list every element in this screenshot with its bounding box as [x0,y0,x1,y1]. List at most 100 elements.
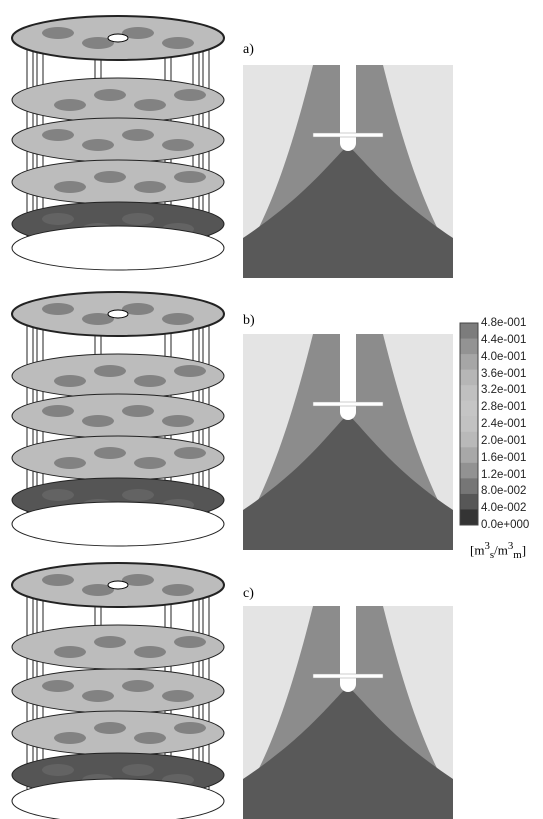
contour-blob [174,722,206,734]
colorbar-band [460,478,478,494]
impeller [313,674,383,678]
contour-blob [54,457,86,469]
hub [108,34,128,42]
contour-blob [162,415,194,427]
unit-part: m [513,549,521,561]
colorbar-band [460,385,478,401]
colorbar-label: 8.0e-002 [481,485,526,497]
colorbar-label: 1.2e-001 [481,469,526,481]
colorbar-label: 2.4e-001 [481,418,526,430]
contour-blob [174,447,206,459]
colorbar-band [460,509,478,525]
contour-blob [134,732,166,744]
contour-blob [82,415,114,427]
contour-blob [94,447,126,459]
hub [340,404,356,420]
contour-blob [162,313,194,325]
contour-blob [94,365,126,377]
contour-blob [42,764,74,776]
drawing [0,0,543,819]
colorbar-label: 4.8e-001 [481,317,526,329]
contour-blob [82,690,114,702]
contour-blob [134,99,166,111]
disk [12,394,224,438]
contour-blob [42,129,74,141]
figure: a) b) c) 4.8e-001 4.4e-001 4.0e-001 3.6e-00… [0,0,543,819]
contour-blob [94,171,126,183]
disk [12,118,224,162]
unit-part: /m [494,542,508,557]
shaft [340,606,356,684]
disk [12,669,224,713]
panel-label: a) [243,42,254,58]
colorbar-band [460,339,478,355]
contour-blob [54,375,86,387]
impeller [313,402,383,406]
shaft [340,334,356,412]
colorbar-label: 1.6e-001 [481,452,526,464]
panel-label: b) [243,313,255,329]
contour-blob [94,89,126,101]
colorbar-band [460,447,478,463]
unit-part: ] [522,542,526,557]
contour-blob [162,690,194,702]
contour-blob [122,129,154,141]
colorbar-label: 2.0e-001 [481,435,526,447]
colorbar-band [460,370,478,386]
contour-blob [174,171,206,183]
contour-blob [42,303,74,315]
contour-blob [42,680,74,692]
contour-blob [134,646,166,658]
contour-blob [162,37,194,49]
contour-blob [162,139,194,151]
contour-blob [42,213,74,225]
colorbar-label: 2.8e-001 [481,401,526,413]
contour-blob [94,722,126,734]
impeller [313,133,383,137]
contour-blob [42,574,74,586]
contour-blob [54,646,86,658]
disk [12,502,224,546]
colorbar-band [460,463,478,479]
contour-blob [122,489,154,501]
contour-blob [162,584,194,596]
colorbar-label: 4.0e-001 [481,351,526,363]
colorbar-label: 3.6e-001 [481,368,526,380]
contour-blob [42,489,74,501]
contour-blob [174,636,206,648]
disk [12,226,224,270]
contour-blob [122,764,154,776]
colorbar-label: 3.2e-001 [481,384,526,396]
contour-blob [94,636,126,648]
contour-blob [54,732,86,744]
colorbar-unit: [m3s/m3m] [470,540,526,561]
colorbar-band [460,354,478,370]
disk [12,779,224,819]
contour-blob [134,457,166,469]
contour-blob [54,99,86,111]
contour-blob [134,375,166,387]
contour-blob [42,27,74,39]
contour-blob [174,365,206,377]
colorbar-band [460,416,478,432]
colorbar-band [460,494,478,510]
contour-blob [122,213,154,225]
colorbar-band [460,432,478,448]
panel-label: c) [243,586,254,602]
colorbar-label: 4.4e-001 [481,334,526,346]
hub [108,310,128,318]
contour-blob [122,680,154,692]
contour-blob [82,139,114,151]
contour-blob [42,405,74,417]
colorbar-label: 0.0e+000 [481,519,529,531]
contour-blob [174,89,206,101]
shaft [340,65,356,143]
colorbar-band [460,401,478,417]
contour-blob [134,181,166,193]
unit-part: [m [470,542,484,557]
hub [340,135,356,151]
colorbar-band [460,323,478,339]
contour-blob [122,405,154,417]
contour-blob [54,181,86,193]
hub [108,581,128,589]
